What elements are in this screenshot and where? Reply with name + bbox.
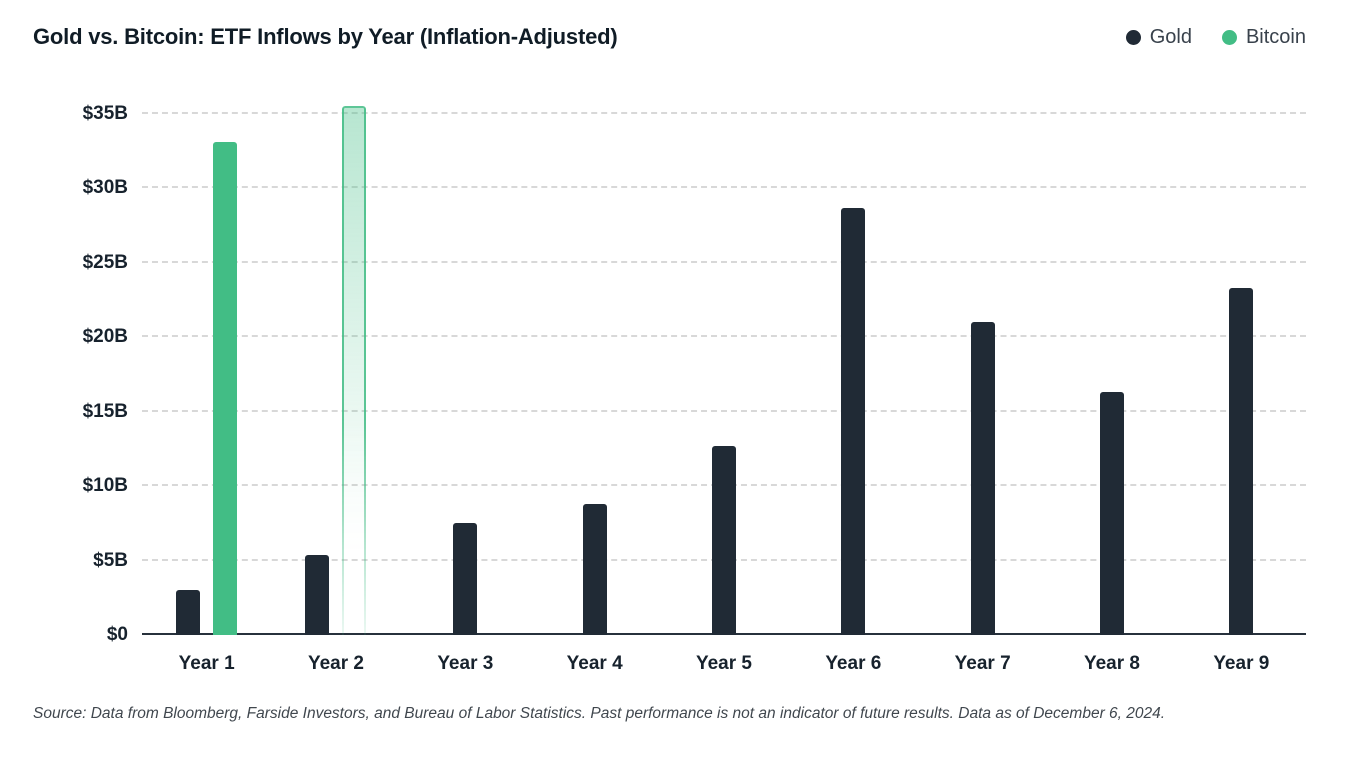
- category-group-year-4: [530, 90, 659, 635]
- plot-area: [142, 90, 1306, 635]
- bar-gold-year-6: [841, 207, 866, 635]
- chart-footer: Source: Data from Bloomberg, Farside Inv…: [33, 705, 1306, 723]
- bar-gold-year-7: [970, 322, 995, 635]
- gridline: [142, 335, 1306, 338]
- y-tick-label: $15B: [82, 400, 128, 422]
- gridline: [142, 260, 1306, 263]
- x-axis-label: Year 1: [178, 653, 235, 674]
- category-group-year-2: [271, 90, 400, 635]
- x-axis: Year 1 Year 2 Year 3 Year 4 Year 5 Year 6 Year…: [142, 635, 1306, 675]
- x-axis-label: Year 7: [954, 653, 1011, 674]
- bar-gold-year-2: [305, 554, 330, 635]
- bar-gold-year-1: [176, 590, 201, 635]
- bar-gold-year-4: [582, 503, 607, 635]
- bar-gold-year-8: [1099, 392, 1124, 635]
- bar-chart: $0 $5B $10B $15B $20B $25B $30B $35B Year 1 Year…: [33, 90, 1306, 675]
- y-tick-label: $25B: [82, 251, 128, 273]
- y-tick-label: $5B: [93, 549, 128, 571]
- x-axis-label: Year 6: [825, 653, 882, 674]
- y-tick-label: $35B: [82, 102, 128, 124]
- bar-gold-year-9: [1229, 288, 1254, 635]
- legend-item-gold: Gold: [1125, 25, 1192, 49]
- legend: Gold Bitcoin: [1125, 25, 1306, 49]
- category-group-year-1: [142, 90, 271, 635]
- category-group-year-6: [789, 90, 918, 635]
- y-tick-label: $30B: [82, 177, 128, 199]
- bar-gold-year-3: [453, 523, 478, 635]
- category-group-year-3: [401, 90, 530, 635]
- chart-card: Gold vs. Bitcoin: ETF Inflows by Year (I…: [33, 24, 1306, 723]
- bar-bitcoin-year-1: [213, 142, 238, 635]
- source-note: Source: Data from Bloomberg, Farside Inv…: [33, 705, 1166, 722]
- x-axis-label: Year 3: [437, 653, 494, 674]
- y-tick-label: $0: [106, 624, 128, 645]
- x-axis-label: Year 4: [566, 653, 623, 674]
- x-axis-label: Year 9: [1213, 653, 1270, 674]
- bar-bitcoin-year-2: [342, 106, 367, 635]
- legend-item-bitcoin: Bitcoin: [1221, 25, 1306, 49]
- x-axis-label: Year 2: [307, 653, 364, 674]
- category-group-year-9: [1177, 90, 1306, 635]
- gold-legend-dot-icon: [1125, 29, 1141, 45]
- gridline: [142, 409, 1306, 412]
- category-group-year-7: [918, 90, 1047, 635]
- y-tick-label: $20B: [82, 326, 128, 348]
- x-axis-label: Year 5: [695, 653, 752, 674]
- chart-header: Gold vs. Bitcoin: ETF Inflows by Year (I…: [33, 24, 1306, 50]
- y-tick-label: $10B: [82, 475, 128, 497]
- legend-label-gold: Gold: [1149, 25, 1192, 48]
- y-axis: $0 $5B $10B $15B $20B $25B $30B $35B: [33, 90, 128, 645]
- x-axis-label: Year 8: [1083, 653, 1140, 674]
- bar-gold-year-5: [711, 445, 736, 635]
- gridline: [142, 111, 1306, 114]
- category-group-year-5: [659, 90, 788, 635]
- legend-label-bitcoin: Bitcoin: [1245, 25, 1306, 48]
- category-group-year-8: [1047, 90, 1176, 635]
- gridline: [142, 186, 1306, 189]
- bars-layer: [142, 90, 1306, 635]
- bitcoin-legend-dot-icon: [1221, 29, 1237, 45]
- page-title: Gold vs. Bitcoin: ETF Inflows by Year (I…: [33, 24, 618, 49]
